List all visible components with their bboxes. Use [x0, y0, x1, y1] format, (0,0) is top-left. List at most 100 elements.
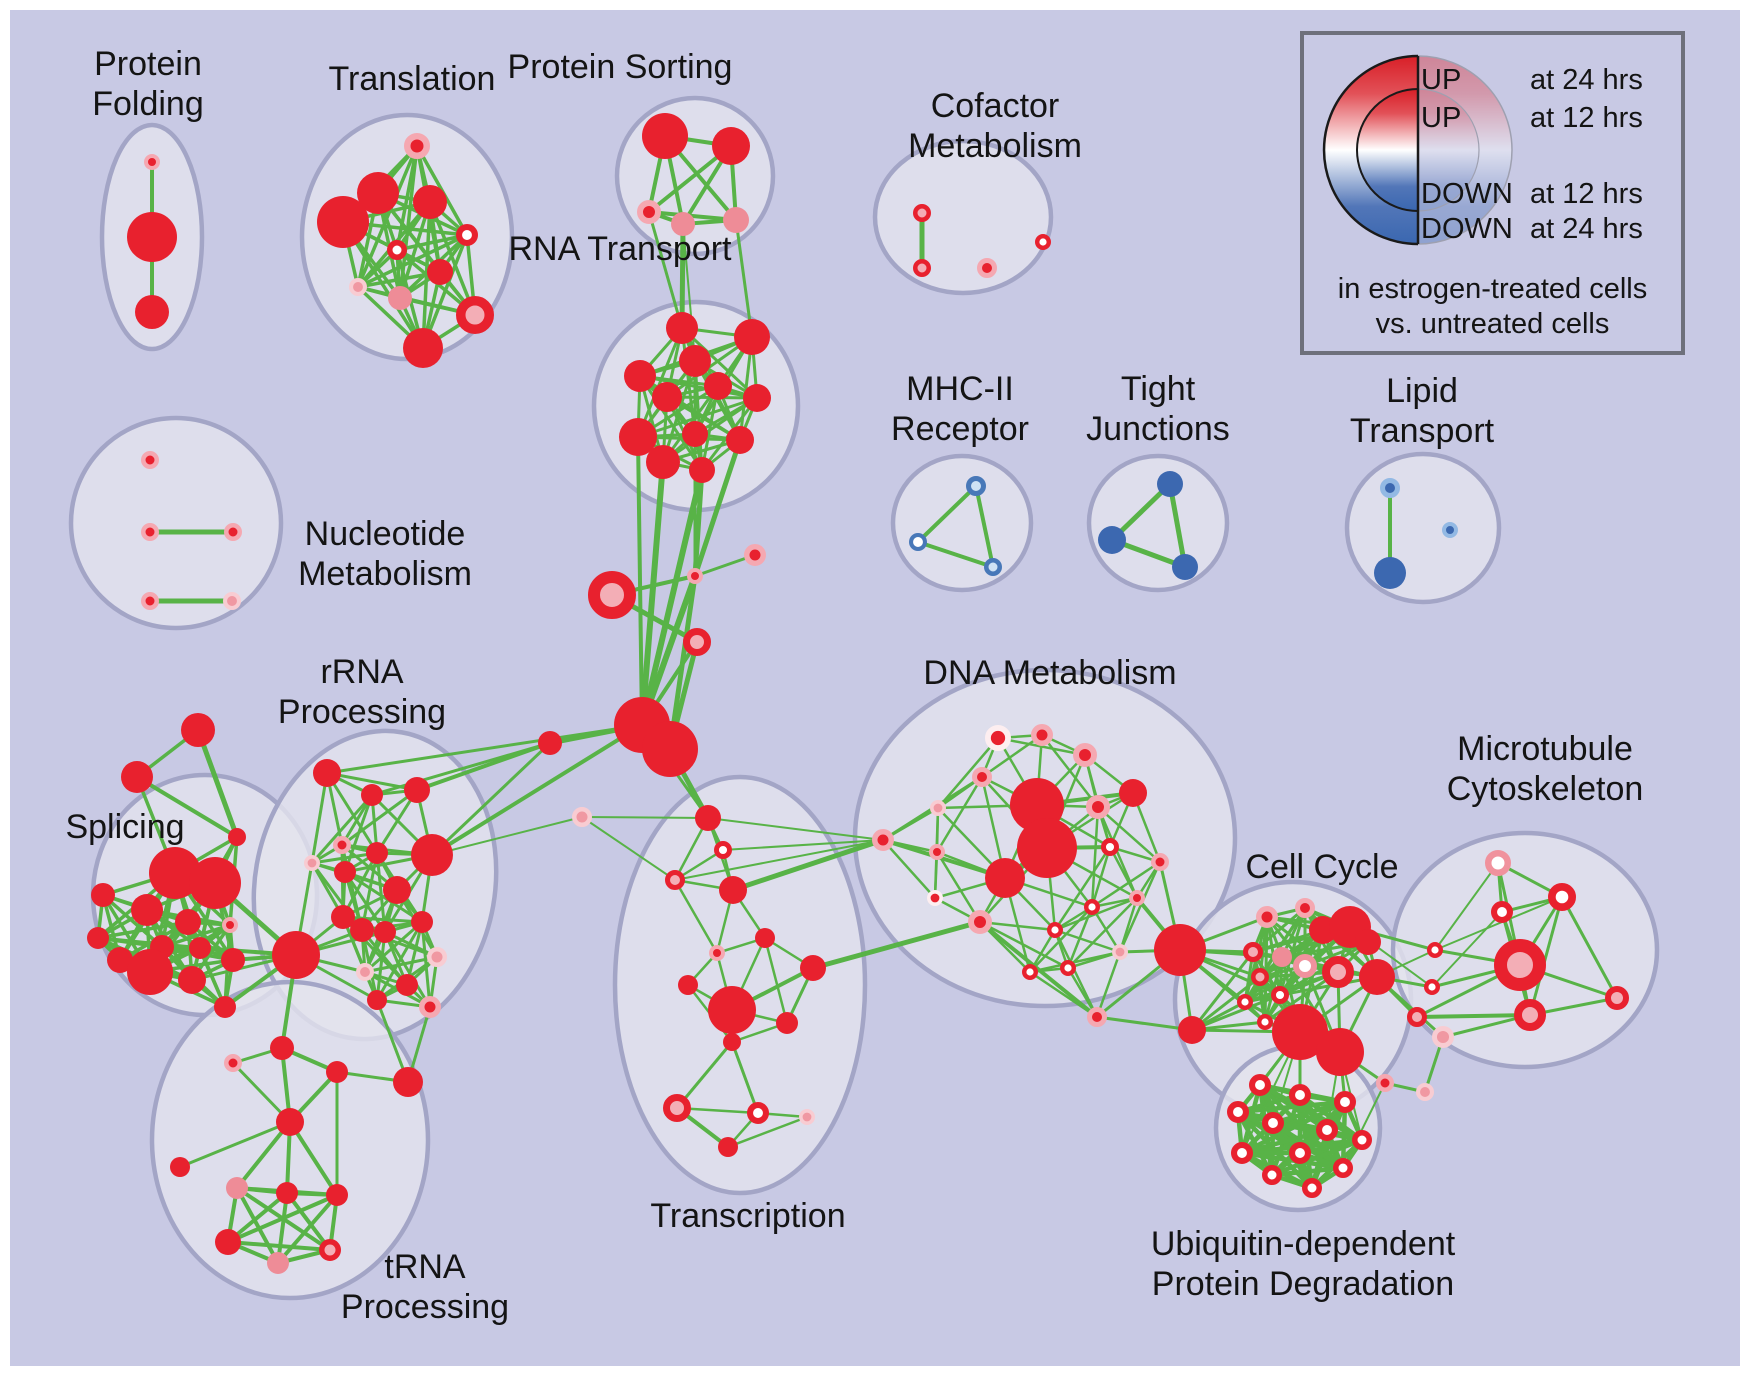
- node-cc15[interactable]: [1359, 959, 1395, 995]
- node-cc6[interactable]: [1272, 947, 1292, 967]
- node-ub9[interactable]: [1289, 1142, 1312, 1165]
- node-cc2[interactable]: [1178, 1016, 1206, 1044]
- node-rr20[interactable]: [393, 1067, 423, 1097]
- node-ct4[interactable]: [683, 628, 711, 656]
- node-rr10[interactable]: [331, 905, 355, 929]
- node-tx9[interactable]: [708, 986, 756, 1034]
- node-ct7[interactable]: [538, 731, 562, 755]
- node-ub5[interactable]: [1262, 1112, 1285, 1135]
- node-cc9[interactable]: [1270, 985, 1289, 1004]
- node-ps3[interactable]: [637, 200, 661, 224]
- node-tj2[interactable]: [1098, 526, 1126, 554]
- node-dm9[interactable]: [1017, 818, 1077, 878]
- node-rt6[interactable]: [652, 382, 682, 412]
- node-ct6[interactable]: [642, 721, 698, 777]
- node-th3[interactable]: [326, 1184, 348, 1206]
- node-dm3[interactable]: [1073, 743, 1097, 767]
- node-tx14[interactable]: [798, 1109, 815, 1126]
- node-tx2[interactable]: [713, 840, 732, 859]
- node-rt4[interactable]: [624, 360, 656, 392]
- node-sp3[interactable]: [228, 828, 246, 846]
- node-br4[interactable]: [1431, 1025, 1454, 1048]
- node-rr16[interactable]: [355, 963, 374, 982]
- node-dm16[interactable]: [968, 910, 992, 934]
- node-mt2[interactable]: [1547, 882, 1576, 911]
- node-rr7[interactable]: [366, 842, 388, 864]
- node-ct2[interactable]: [744, 544, 766, 566]
- node-mt5[interactable]: [1605, 986, 1629, 1010]
- node-cf4[interactable]: [1034, 233, 1051, 250]
- node-sp6[interactable]: [131, 894, 163, 926]
- node-rt11[interactable]: [646, 445, 680, 479]
- node-sp2[interactable]: [121, 761, 153, 793]
- node-cc3[interactable]: [1256, 906, 1278, 928]
- node-tr9[interactable]: [388, 286, 412, 310]
- node-rr12[interactable]: [374, 921, 396, 943]
- node-dm6[interactable]: [872, 829, 894, 851]
- node-tj1[interactable]: [1157, 471, 1183, 497]
- node-dm12[interactable]: [1119, 779, 1147, 807]
- node-dm1[interactable]: [984, 724, 1011, 751]
- node-nm3[interactable]: [224, 523, 242, 541]
- node-rr9[interactable]: [383, 876, 411, 904]
- node-pf2[interactable]: [127, 212, 177, 262]
- node-th2[interactable]: [276, 1182, 298, 1204]
- node-ub2[interactable]: [1289, 1084, 1312, 1107]
- node-ub7[interactable]: [1352, 1130, 1372, 1150]
- node-tx12[interactable]: [663, 1094, 691, 1122]
- node-mh2[interactable]: [909, 533, 928, 552]
- node-rr19[interactable]: [419, 996, 441, 1018]
- node-th6[interactable]: [319, 1239, 341, 1261]
- node-dm11[interactable]: [1086, 795, 1110, 819]
- node-rr17[interactable]: [396, 974, 418, 996]
- node-rt8[interactable]: [619, 418, 657, 456]
- node-tx8[interactable]: [800, 955, 826, 981]
- node-cf3[interactable]: [977, 258, 997, 278]
- node-sp8[interactable]: [175, 909, 201, 935]
- node-cc14[interactable]: [1355, 929, 1381, 955]
- node-ct3[interactable]: [588, 571, 636, 619]
- node-th1[interactable]: [226, 1177, 248, 1199]
- node-sp4[interactable]: [149, 847, 201, 899]
- node-ps4[interactable]: [671, 212, 695, 236]
- node-tr2[interactable]: [357, 172, 399, 214]
- node-tx5[interactable]: [755, 928, 775, 948]
- node-dm22[interactable]: [1059, 960, 1076, 977]
- node-ps5[interactable]: [723, 207, 749, 233]
- node-rr5[interactable]: [303, 854, 320, 871]
- node-tr4[interactable]: [413, 185, 447, 219]
- node-ct1[interactable]: [687, 568, 703, 584]
- node-rr4[interactable]: [333, 836, 351, 854]
- node-tn1[interactable]: [224, 1054, 242, 1072]
- node-mt6[interactable]: [1514, 999, 1546, 1031]
- node-ub3[interactable]: [1334, 1091, 1357, 1114]
- node-dm20[interactable]: [1112, 943, 1129, 960]
- node-th4[interactable]: [215, 1229, 241, 1255]
- node-rt5[interactable]: [704, 372, 732, 400]
- node-rr6[interactable]: [334, 861, 356, 883]
- node-rr18[interactable]: [367, 990, 387, 1010]
- node-tx4[interactable]: [719, 876, 747, 904]
- node-ub1[interactable]: [1249, 1074, 1272, 1097]
- node-tr3[interactable]: [317, 196, 369, 248]
- node-cc16[interactable]: [1322, 956, 1354, 988]
- node-cc8[interactable]: [1293, 954, 1317, 978]
- node-ub6[interactable]: [1316, 1119, 1339, 1142]
- node-pf3[interactable]: [135, 295, 169, 329]
- node-rr15[interactable]: [272, 931, 320, 979]
- node-cc10[interactable]: [1236, 994, 1253, 1011]
- node-br2[interactable]: [1423, 979, 1440, 996]
- node-mt1[interactable]: [1485, 850, 1511, 876]
- node-dm5[interactable]: [929, 799, 946, 816]
- node-th5[interactable]: [267, 1252, 289, 1274]
- node-rr3[interactable]: [404, 777, 430, 803]
- node-ps2[interactable]: [712, 127, 750, 165]
- node-nm4[interactable]: [141, 592, 159, 610]
- node-tx3[interactable]: [665, 870, 685, 890]
- node-tx13[interactable]: [747, 1102, 770, 1125]
- node-rr21[interactable]: [270, 1036, 294, 1060]
- node-tr10[interactable]: [456, 296, 494, 334]
- node-dm7[interactable]: [929, 844, 945, 860]
- node-sp1[interactable]: [181, 713, 215, 747]
- node-tx7[interactable]: [678, 975, 698, 995]
